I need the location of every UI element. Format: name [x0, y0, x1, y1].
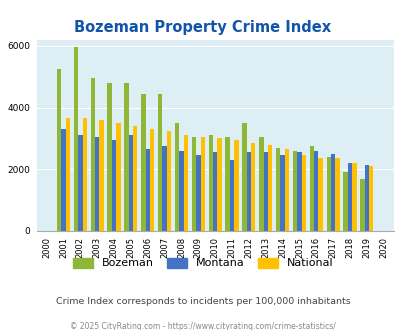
Bar [145, 149, 149, 231]
Bar [107, 83, 112, 231]
Bar [263, 152, 267, 231]
Bar [246, 152, 250, 231]
Bar [158, 94, 162, 231]
Bar [183, 135, 188, 231]
Bar [82, 118, 87, 231]
Bar [149, 129, 154, 231]
Bar [275, 148, 280, 231]
Text: Crime Index corresponds to incidents per 100,000 inhabitants: Crime Index corresponds to incidents per… [55, 297, 350, 306]
Bar [213, 152, 217, 231]
Bar [309, 146, 313, 231]
Bar [208, 135, 213, 231]
Bar [57, 69, 61, 231]
Bar [90, 78, 95, 231]
Bar [166, 131, 171, 231]
Bar [250, 143, 255, 231]
Bar [141, 94, 145, 231]
Bar [301, 155, 305, 231]
Bar [229, 160, 234, 231]
Bar [343, 172, 347, 231]
Bar [267, 145, 272, 231]
Bar [99, 120, 104, 231]
Text: © 2025 CityRating.com - https://www.cityrating.com/crime-statistics/: © 2025 CityRating.com - https://www.city… [70, 322, 335, 330]
Bar [217, 138, 221, 231]
Bar [162, 146, 166, 231]
Bar [234, 140, 238, 231]
Bar [347, 163, 351, 231]
Bar [225, 137, 229, 231]
Bar [196, 155, 200, 231]
Bar [95, 137, 99, 231]
Bar [368, 166, 373, 231]
Bar [296, 152, 301, 231]
Bar [313, 151, 318, 231]
Bar [292, 151, 296, 231]
Bar [74, 47, 78, 231]
Bar [66, 118, 70, 231]
Bar [78, 135, 82, 231]
Bar [124, 83, 128, 231]
Text: Bozeman Property Crime Index: Bozeman Property Crime Index [74, 20, 331, 35]
Bar [242, 123, 246, 231]
Bar [284, 149, 288, 231]
Bar [364, 165, 368, 231]
Bar [112, 140, 116, 231]
Bar [128, 135, 133, 231]
Bar [335, 158, 339, 231]
Legend: Bozeman, Montana, National: Bozeman, Montana, National [72, 258, 333, 268]
Bar [133, 126, 137, 231]
Bar [116, 123, 120, 231]
Bar [179, 151, 183, 231]
Bar [258, 137, 263, 231]
Bar [200, 137, 205, 231]
Bar [318, 158, 322, 231]
Bar [326, 157, 330, 231]
Bar [191, 137, 196, 231]
Bar [351, 163, 356, 231]
Bar [175, 123, 179, 231]
Bar [280, 155, 284, 231]
Bar [359, 179, 364, 231]
Bar [330, 154, 335, 231]
Bar [61, 129, 66, 231]
